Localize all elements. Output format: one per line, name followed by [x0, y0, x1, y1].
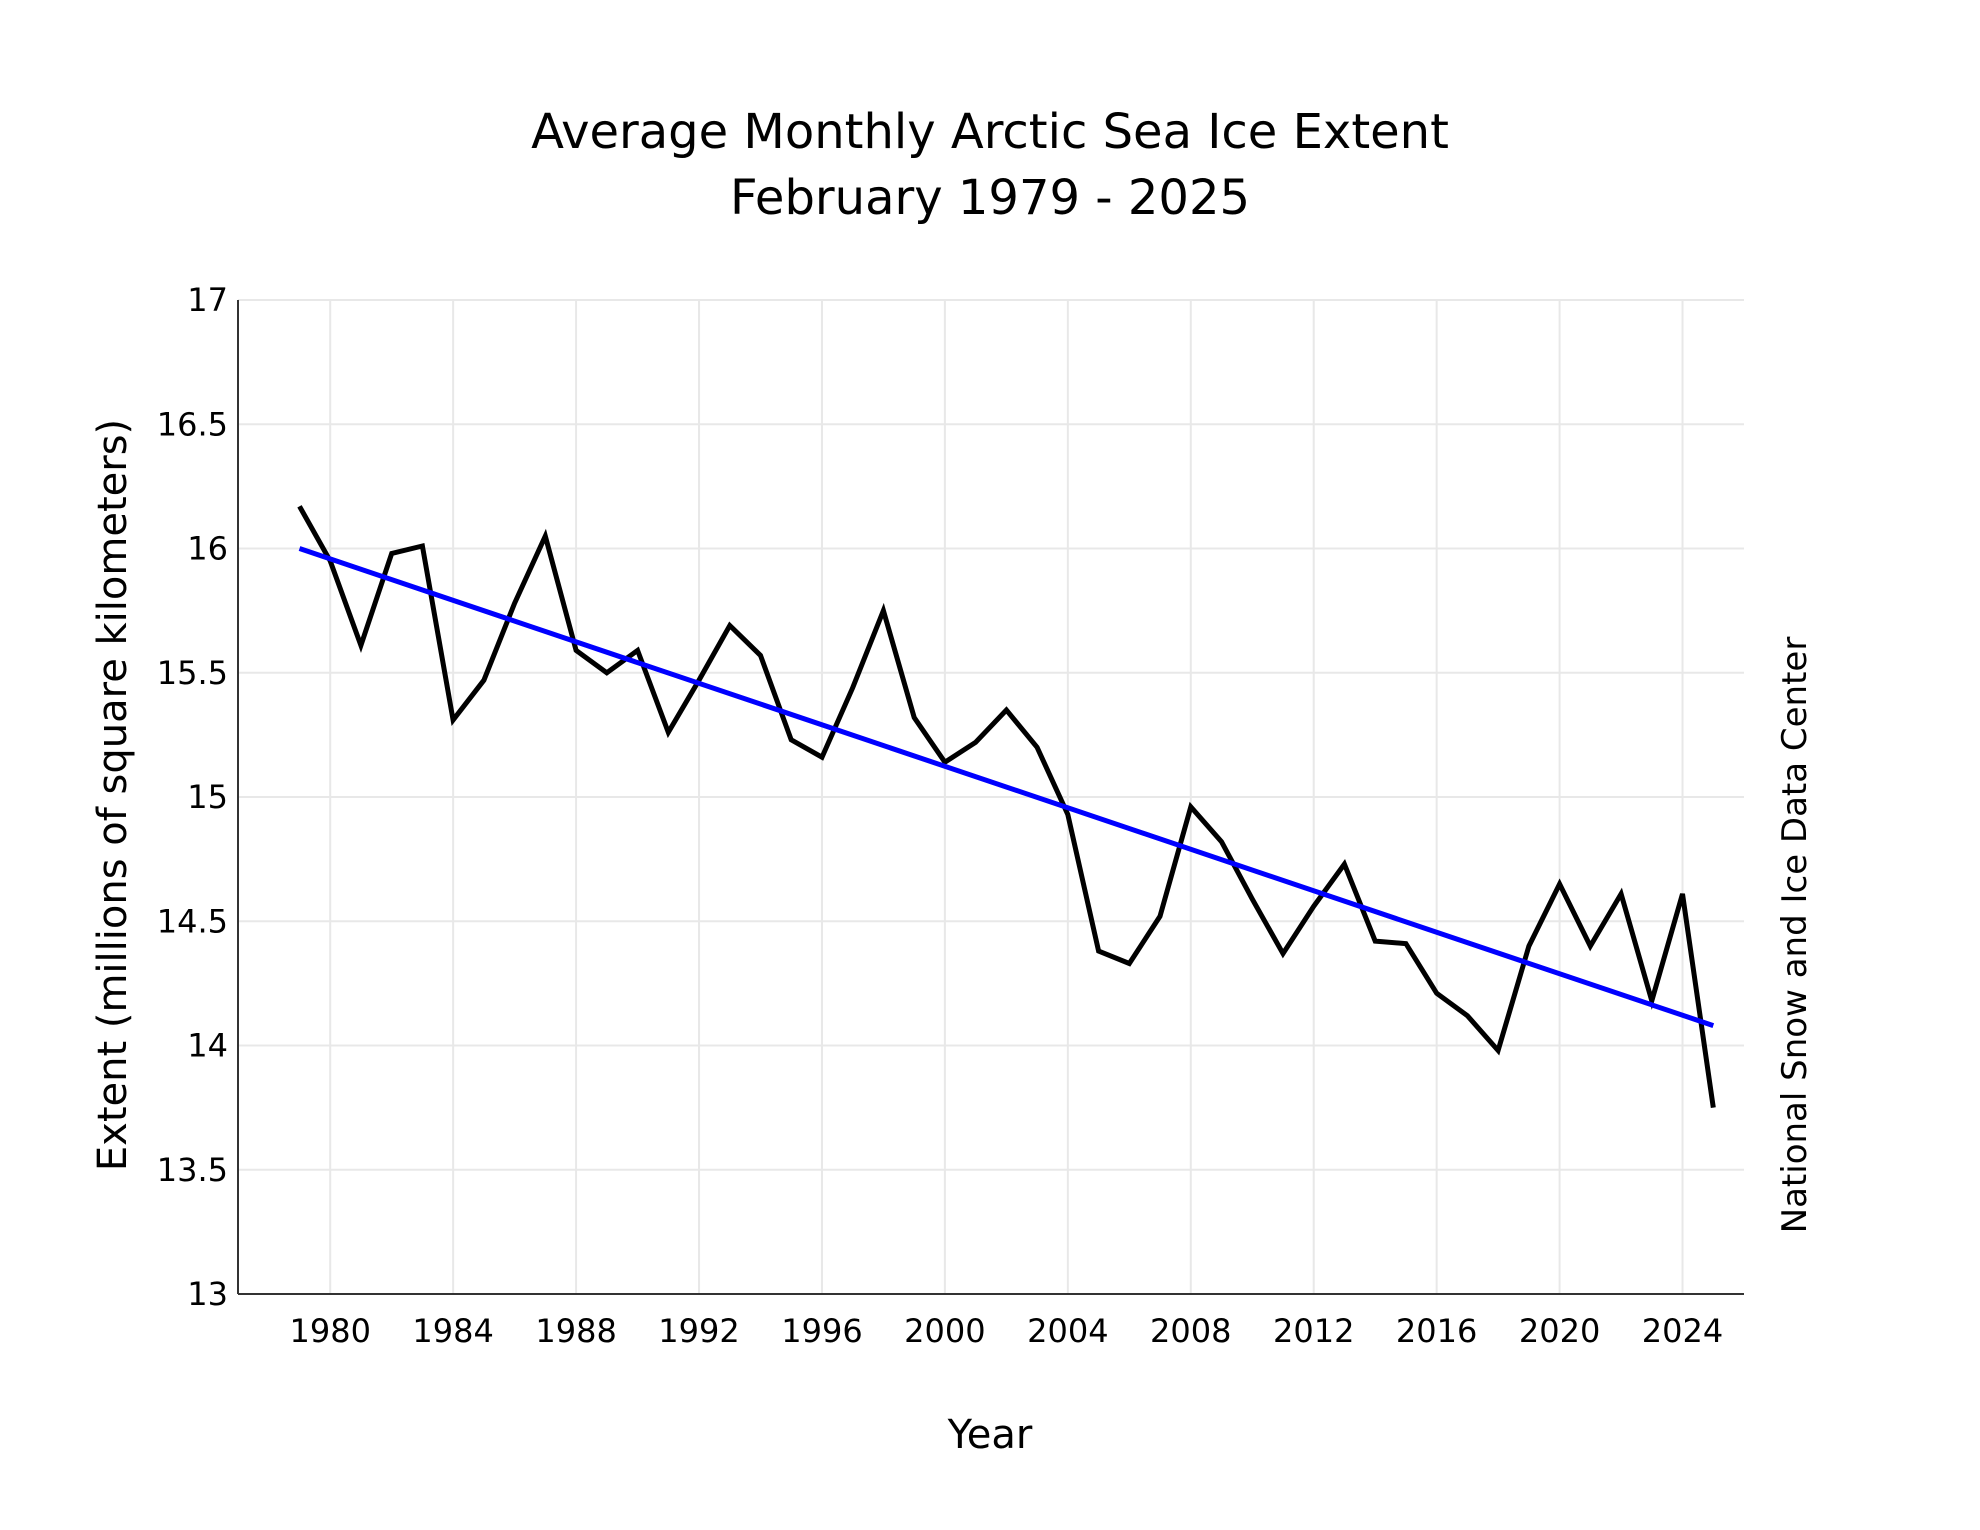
y-tick-label: 16 [187, 530, 228, 568]
x-tick-label: 1980 [289, 1312, 370, 1350]
chart-title-line2: February 1979 - 2025 [730, 170, 1250, 226]
x-tick-label: 1984 [412, 1312, 493, 1350]
y-tick-label: 16.5 [157, 405, 228, 443]
extent-series-line [297, 505, 1716, 1108]
x-axis-label: Year [947, 1412, 1033, 1458]
x-tick-label: 2004 [1027, 1312, 1108, 1350]
y-tick-label: 13.5 [157, 1151, 228, 1189]
y-tick-label: 13 [187, 1275, 228, 1313]
grid-lines [238, 299, 1744, 1294]
y-tick-label: 15.5 [157, 654, 228, 692]
x-tick-label: 1996 [781, 1312, 862, 1350]
x-tick-label: 2000 [904, 1312, 985, 1350]
y-tick-label: 17 [187, 281, 228, 319]
y-tick-label: 14 [187, 1027, 228, 1065]
trend-line [298, 546, 1715, 1028]
x-tick-label: 2016 [1396, 1312, 1477, 1350]
x-tick-label: 1992 [658, 1312, 739, 1350]
x-tick-label: 1988 [535, 1312, 616, 1350]
x-tick-label: 2008 [1150, 1312, 1231, 1350]
y-tick-label: 14.5 [157, 902, 228, 940]
y-axis-label: Extent (millions of square kilometers) [90, 419, 136, 1171]
chart-title-line1: Average Monthly Arctic Sea Ice Extent [531, 104, 1449, 160]
x-tick-label: 2012 [1273, 1312, 1354, 1350]
tick-labels: 1980 1984 1988 1992 1996 2000 2004 2008 2012 2016… [157, 281, 1723, 1350]
y-tick-label: 15 [187, 778, 228, 816]
x-tick-label: 2024 [1642, 1312, 1723, 1350]
x-tick-label: 2020 [1519, 1312, 1600, 1350]
data-series [297, 505, 1716, 1108]
axes [237, 300, 1744, 1295]
credit-label: National Snow and Ice Data Center [1775, 637, 1815, 1234]
